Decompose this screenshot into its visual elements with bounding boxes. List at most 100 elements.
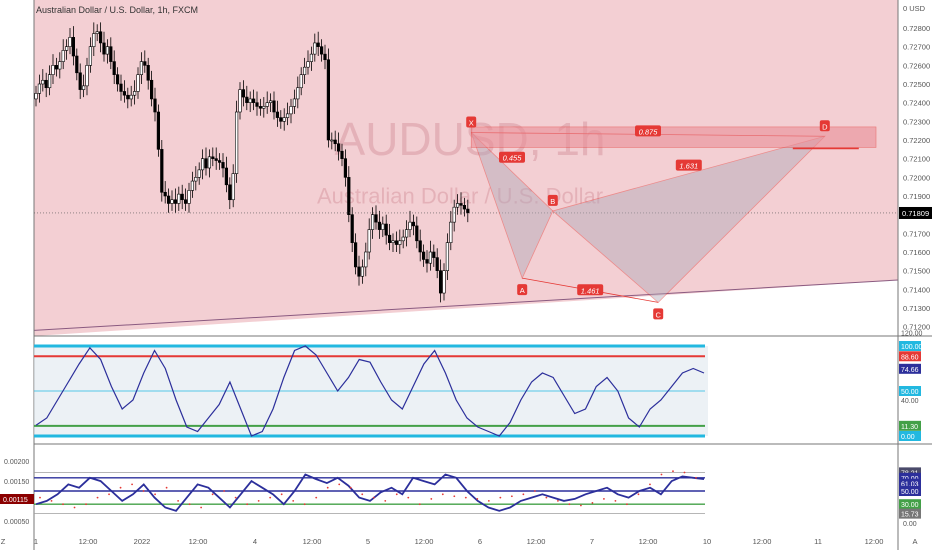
- candle-body: [258, 106, 263, 109]
- osc2-dot: [108, 493, 110, 496]
- candle-body: [218, 160, 222, 163]
- pattern-point-badge: [819, 120, 830, 132]
- candle-body: [122, 91, 126, 96]
- candle-body: [326, 59, 331, 141]
- candle-body: [68, 37, 72, 47]
- pattern-ratio-label: 1.631: [679, 162, 698, 171]
- candle-body: [197, 169, 201, 178]
- current-price-label: 0.71809: [902, 209, 929, 218]
- osc2-dot: [234, 496, 237, 499]
- candle-body: [333, 139, 337, 145]
- time-axis-label: 12:00: [865, 537, 884, 546]
- osc1-axis-label: 100.00: [901, 344, 923, 351]
- candle-body: [235, 111, 239, 174]
- price-tick-label: 0.72600: [903, 61, 930, 70]
- pattern-point-label: D: [822, 122, 828, 131]
- time-axis-label: 1: [34, 537, 38, 546]
- candle-body: [428, 251, 433, 264]
- candle-body: [435, 257, 439, 271]
- osc2-dot: [165, 486, 168, 489]
- time-axis-label: 4: [253, 537, 257, 546]
- candle-body: [173, 199, 178, 204]
- osc2-dot: [303, 503, 306, 506]
- osc2-dot: [96, 496, 99, 499]
- candle-body: [44, 79, 48, 89]
- pattern-d-zone: [470, 126, 877, 148]
- osc2-dot: [476, 498, 479, 500]
- osc2-dot: [614, 500, 617, 502]
- candle-body: [316, 42, 320, 47]
- osc2-dot: [292, 500, 295, 502]
- time-axis-label: 11: [814, 537, 822, 546]
- osc2-dot: [246, 503, 249, 506]
- pattern-xab-triangle: [470, 132, 554, 280]
- osc2-dot: [499, 496, 502, 499]
- pattern-ratio-badge: [675, 159, 702, 171]
- candle-body: [452, 206, 456, 223]
- osc2-dot: [280, 493, 283, 496]
- pattern-point-badge: [547, 194, 558, 206]
- pattern-ratio-badge: [499, 151, 525, 163]
- candle-body: [133, 91, 137, 96]
- price-tick-label: 0.71700: [903, 229, 930, 238]
- pattern-ratio-badge: [635, 125, 661, 137]
- candle-body: [462, 205, 467, 210]
- osc2-dot: [338, 483, 341, 486]
- osc2-dot: [407, 496, 410, 499]
- osc2-dot: [372, 496, 375, 499]
- candle-body: [275, 111, 280, 118]
- osc1-axis-label: 88.60: [901, 354, 919, 361]
- osc2-axis-badge: [899, 499, 921, 510]
- osc1-axis-label: 74.66: [901, 367, 919, 374]
- candle-body: [292, 98, 297, 107]
- osc1-axis-label: 50.00: [901, 389, 919, 396]
- candle-body: [370, 214, 375, 230]
- candle-body: [65, 46, 69, 51]
- osc2-dot: [487, 500, 490, 502]
- time-axis-label: 7: [590, 537, 594, 546]
- candle-body: [442, 270, 446, 294]
- price-tick-label: 0.72300: [903, 117, 930, 126]
- candle-body: [367, 229, 371, 253]
- candle-body: [306, 61, 310, 68]
- candle-body: [323, 53, 327, 61]
- candle-body: [319, 46, 324, 55]
- osc2-dot: [257, 500, 260, 502]
- candle-body: [160, 149, 164, 193]
- candle-body: [47, 74, 52, 89]
- time-axis-label: 2022: [134, 537, 151, 546]
- osc2-dot: [269, 496, 272, 499]
- candle-body: [421, 251, 426, 260]
- candle-body: [156, 111, 161, 150]
- osc2-axis-badge: [899, 472, 921, 483]
- osc2-axis-label: 15.73: [901, 512, 919, 519]
- candle-body: [146, 65, 150, 81]
- candle-body: [391, 240, 395, 243]
- candle-body: [381, 223, 385, 230]
- osc2-dot: [464, 496, 467, 499]
- osc2-dot: [637, 493, 640, 496]
- osc2-left-tick: 0.00150: [4, 479, 29, 486]
- osc2-dot: [626, 503, 628, 506]
- osc1-axis-badge: [899, 386, 921, 396]
- candle-body: [252, 98, 256, 103]
- candle-body: [116, 74, 120, 85]
- candle-body: [353, 242, 358, 268]
- candle-body: [129, 94, 133, 100]
- osc2-dot: [188, 503, 191, 506]
- candle-body: [143, 61, 147, 66]
- time-axis-label: 6: [478, 537, 482, 546]
- osc2-dot: [660, 473, 663, 476]
- osc2-dot: [545, 496, 548, 499]
- time-axis-label: 10: [703, 537, 711, 546]
- price-tick-label: 0.72100: [903, 155, 930, 164]
- candle-body: [88, 46, 92, 66]
- osc2-dot: [430, 498, 433, 500]
- candle-body: [330, 139, 334, 142]
- candle-body: [221, 162, 225, 169]
- candle-body: [82, 85, 86, 90]
- osc2-dot: [200, 506, 203, 509]
- price-tick-label: 0.71600: [903, 248, 930, 257]
- candle-body: [377, 221, 382, 230]
- osc2-dot: [326, 486, 329, 489]
